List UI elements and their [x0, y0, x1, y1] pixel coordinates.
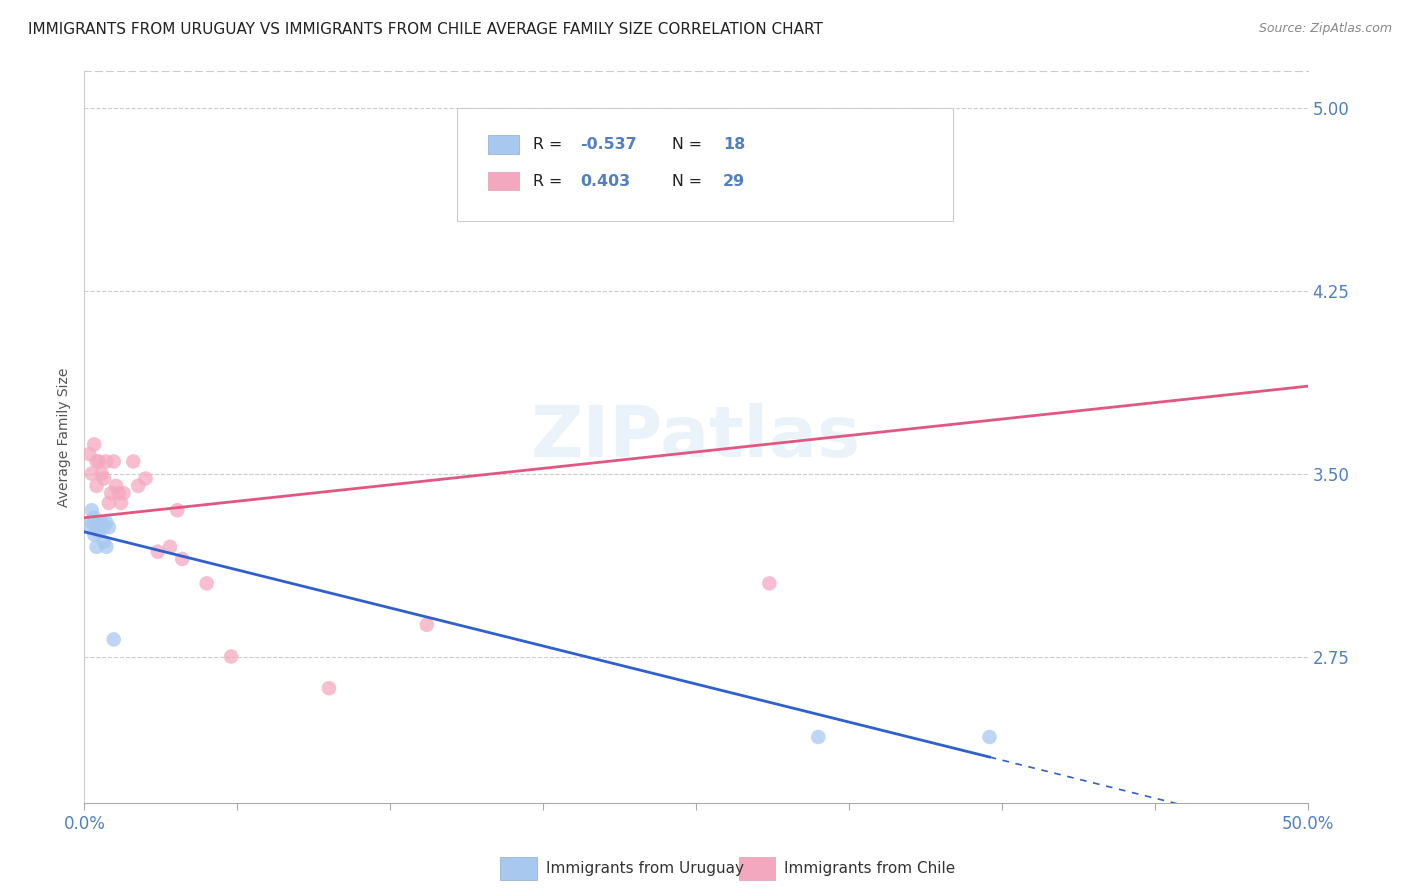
FancyBboxPatch shape — [488, 172, 519, 190]
Point — [93, 520, 115, 534]
Point — [97, 496, 120, 510]
Point — [90, 516, 112, 530]
Text: N =: N = — [662, 137, 707, 152]
Point — [122, 454, 145, 468]
Point — [807, 730, 830, 744]
Text: ZIPatlas: ZIPatlas — [531, 402, 860, 472]
Point — [77, 447, 100, 461]
Point — [100, 486, 122, 500]
Point — [979, 730, 1001, 744]
Point — [97, 520, 120, 534]
Point — [96, 516, 118, 530]
Point — [416, 617, 439, 632]
Point — [83, 510, 105, 524]
Point — [86, 479, 108, 493]
Point — [107, 486, 129, 500]
Point — [103, 454, 125, 468]
FancyBboxPatch shape — [501, 857, 537, 880]
Point — [87, 454, 110, 468]
Point — [80, 503, 103, 517]
Point — [105, 479, 128, 493]
Point — [146, 544, 169, 558]
Point — [83, 437, 105, 451]
Point — [159, 540, 181, 554]
Text: IMMIGRANTS FROM URUGUAY VS IMMIGRANTS FROM CHILE AVERAGE FAMILY SIZE CORRELATION: IMMIGRANTS FROM URUGUAY VS IMMIGRANTS FR… — [28, 22, 823, 37]
Text: 29: 29 — [723, 174, 745, 188]
Point — [318, 681, 340, 696]
Point — [195, 576, 218, 591]
Point — [80, 516, 103, 530]
FancyBboxPatch shape — [738, 857, 776, 880]
Point — [110, 496, 132, 510]
Point — [96, 540, 118, 554]
Text: -0.537: -0.537 — [579, 137, 637, 152]
Point — [86, 540, 108, 554]
Point — [93, 471, 115, 485]
Point — [166, 503, 188, 517]
Point — [112, 486, 135, 500]
Point — [93, 535, 115, 549]
Point — [90, 467, 112, 481]
Point — [135, 471, 157, 485]
Point — [87, 516, 110, 530]
FancyBboxPatch shape — [457, 108, 953, 221]
Point — [83, 527, 105, 541]
Point — [219, 649, 242, 664]
Text: Immigrants from Uruguay: Immigrants from Uruguay — [546, 861, 744, 876]
Point — [77, 520, 100, 534]
Point — [80, 467, 103, 481]
Y-axis label: Average Family Size: Average Family Size — [58, 368, 72, 507]
Point — [86, 454, 108, 468]
Text: 0.403: 0.403 — [579, 174, 630, 188]
Text: Immigrants from Chile: Immigrants from Chile — [785, 861, 955, 876]
Point — [758, 576, 780, 591]
Text: R =: R = — [533, 174, 568, 188]
Text: R =: R = — [533, 137, 568, 152]
Text: N =: N = — [662, 174, 707, 188]
Point — [86, 520, 108, 534]
Point — [87, 525, 110, 540]
Point — [103, 632, 125, 647]
Text: 18: 18 — [723, 137, 745, 152]
Point — [127, 479, 149, 493]
FancyBboxPatch shape — [488, 136, 519, 153]
Point — [96, 454, 118, 468]
Point — [172, 552, 194, 566]
Text: Source: ZipAtlas.com: Source: ZipAtlas.com — [1258, 22, 1392, 36]
